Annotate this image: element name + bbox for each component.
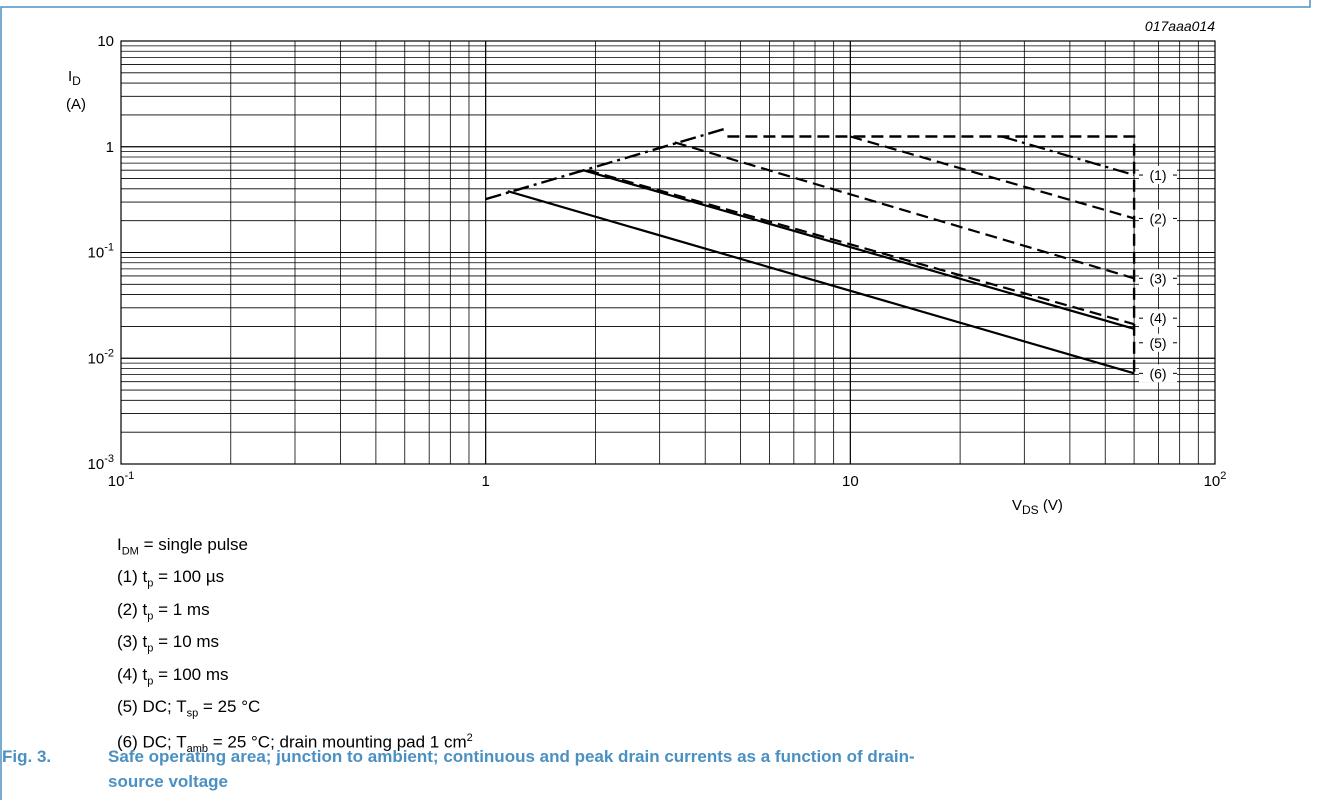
figure-title-line1: Safe operating area; junction to ambient… (108, 747, 915, 766)
series-line (1001, 135, 1135, 177)
figure-title-line2: source voltage (108, 772, 228, 791)
curve-label-bg (1139, 269, 1177, 288)
curve-label: (3) (1149, 270, 1166, 286)
curve-label: (4) (1149, 310, 1166, 326)
y-axis-unit: (A) (66, 96, 86, 113)
y-tick-label: 10-2 (88, 347, 114, 367)
series-line (587, 169, 1135, 326)
y-tick-label: 10 (97, 33, 114, 50)
series-line (849, 135, 1135, 220)
x-tick-label: 10 (842, 473, 859, 490)
figure-caption: Fig. 3. Safe operating area; junction to … (2, 744, 1202, 794)
legend-item-l6: (6) DC; Tamb = 25 °C; drain mounting pad… (117, 732, 473, 756)
curve-label-bg (1139, 364, 1177, 383)
y-axis-label: ID (68, 68, 81, 88)
figure-id: 017aaa014 (1145, 18, 1215, 34)
curve-label: (2) (1149, 210, 1166, 226)
chart-grid (120, 40, 1216, 465)
x-axis-label: VDS (V) (1012, 497, 1063, 517)
legend-item-l4: (4) tp = 100 ms (117, 664, 229, 687)
series-line (507, 190, 1135, 375)
legend-item-l5: (5) DC; Tsp = 25 °C (117, 696, 261, 720)
chart-labels: (1) (2) (3) (4) (5) (6) 017aaa014 10 1 10-1 10-2 10… (66, 18, 1226, 517)
legend-item-idm: IDM = single pulse (117, 535, 248, 558)
y-tick-label: 1 (106, 139, 114, 156)
figure-number: Fig. 3. (2, 747, 52, 766)
x-tick-label: 10-1 (108, 470, 134, 490)
curve-label: (5) (1149, 335, 1166, 351)
series-line (674, 141, 1135, 280)
y-tick-label: 10-3 (88, 453, 114, 473)
curve-label-bg (1139, 309, 1177, 328)
series-line (582, 169, 1135, 330)
legend: IDM = single pulse (1) tp = 100 µs (2) tp … (117, 532, 473, 762)
boundary-line (727, 135, 1136, 376)
curve-label: (6) (1149, 365, 1166, 381)
legend-item-l2: (2) tp = 1 ms (117, 599, 210, 623)
legend-item-l3: (3) tp = 10 ms (117, 632, 220, 655)
legend-item-l1: (1) tp = 100 µs (117, 567, 225, 590)
plot-border (120, 40, 1216, 465)
curve-label: (1) (1149, 167, 1166, 183)
curve-label-bg (1139, 166, 1177, 185)
x-tick-label: 1 (481, 473, 489, 490)
curve-label-bg (1139, 333, 1177, 352)
y-tick-label: 10-1 (88, 242, 114, 262)
curve-label-bg (1139, 209, 1177, 228)
x-tick-label: 102 (1204, 470, 1227, 490)
chart-lines (485, 126, 1136, 376)
boundary-line (485, 126, 728, 201)
